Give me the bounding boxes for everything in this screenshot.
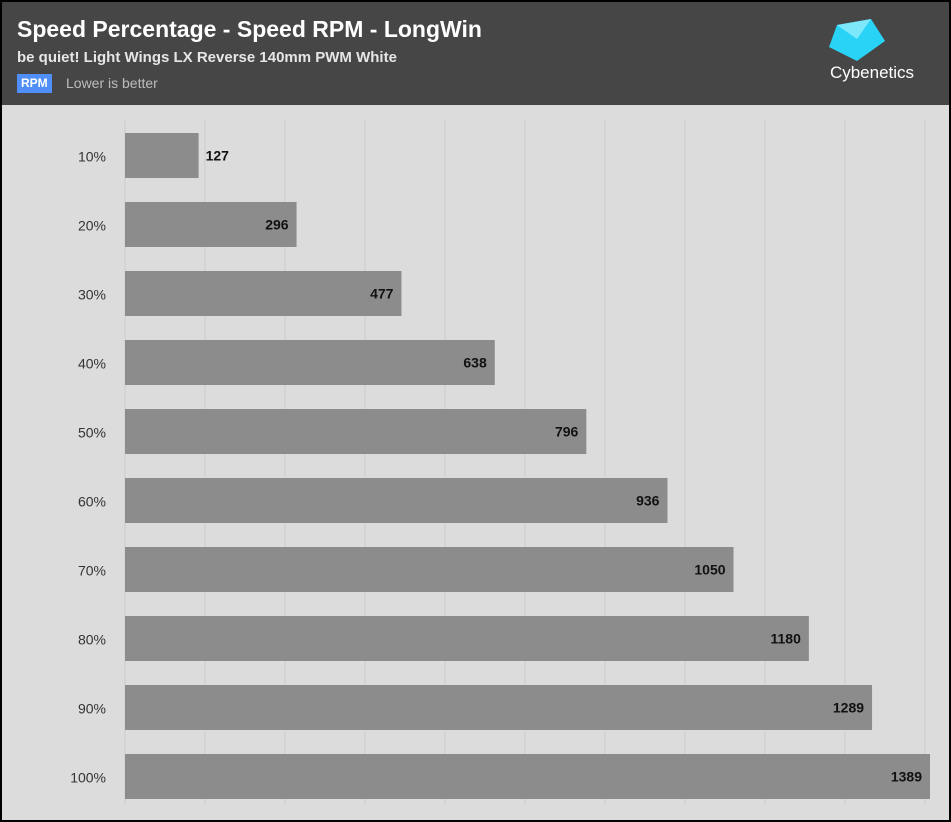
bar-value-label: 296 bbox=[265, 217, 289, 233]
bar bbox=[125, 271, 402, 316]
bars: 127 296 477 638 796 936 1050 1180 1289 1389 bbox=[125, 133, 930, 799]
bar-value-label: 638 bbox=[463, 355, 487, 371]
bar-value-label: 1289 bbox=[833, 700, 864, 716]
category-label: 20% bbox=[78, 218, 106, 234]
bar-chart: 127 296 477 638 796 936 1050 1180 1289 1389 10% 20… bbox=[70, 120, 930, 805]
bar-value-label: 1389 bbox=[891, 769, 922, 785]
bar bbox=[125, 340, 495, 385]
bar-value-label: 477 bbox=[370, 286, 394, 302]
chart-header: Speed Percentage - Speed RPM - LongWin b… bbox=[2, 2, 949, 105]
category-label: 80% bbox=[78, 632, 106, 648]
bar-value-label: 1180 bbox=[770, 631, 801, 647]
cybenetics-logo: Cybenetics bbox=[817, 17, 927, 89]
lower-is-better-note: Lower is better bbox=[66, 75, 158, 91]
category-label: 50% bbox=[78, 425, 106, 441]
bar bbox=[125, 547, 734, 592]
chart-title: Speed Percentage - Speed RPM - LongWin bbox=[17, 16, 482, 42]
bar-value-label: 127 bbox=[206, 148, 230, 164]
unit-badge: RPM bbox=[17, 74, 52, 93]
category-label: 60% bbox=[78, 494, 106, 510]
bar bbox=[125, 754, 930, 799]
bar bbox=[125, 685, 873, 730]
bar bbox=[125, 202, 297, 247]
category-label: 100% bbox=[70, 770, 106, 786]
category-label: 70% bbox=[78, 563, 106, 579]
cybenetics-logo-text: Cybenetics bbox=[829, 63, 915, 82]
category-label: 30% bbox=[78, 287, 106, 303]
bar bbox=[125, 409, 587, 454]
category-label: 10% bbox=[78, 149, 106, 165]
bar-value-label: 1050 bbox=[694, 562, 725, 578]
bar bbox=[125, 133, 199, 178]
chart-subtitle: be quiet! Light Wings LX Reverse 140mm P… bbox=[17, 49, 397, 66]
category-label: 90% bbox=[78, 701, 106, 717]
bar-value-label: 796 bbox=[555, 424, 579, 440]
bar bbox=[125, 478, 668, 523]
bar-value-label: 936 bbox=[636, 493, 660, 509]
category-label: 40% bbox=[78, 356, 106, 372]
category-labels: 10% 20% 30% 40% 50% 60% 70% 80% 90% 100% bbox=[70, 149, 106, 786]
cybenetics-logo-icon bbox=[829, 19, 885, 61]
bar bbox=[125, 616, 809, 661]
